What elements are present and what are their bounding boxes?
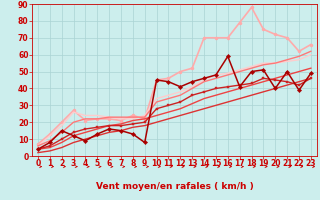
X-axis label: Vent moyen/en rafales ( km/h ): Vent moyen/en rafales ( km/h ) [96,182,253,191]
